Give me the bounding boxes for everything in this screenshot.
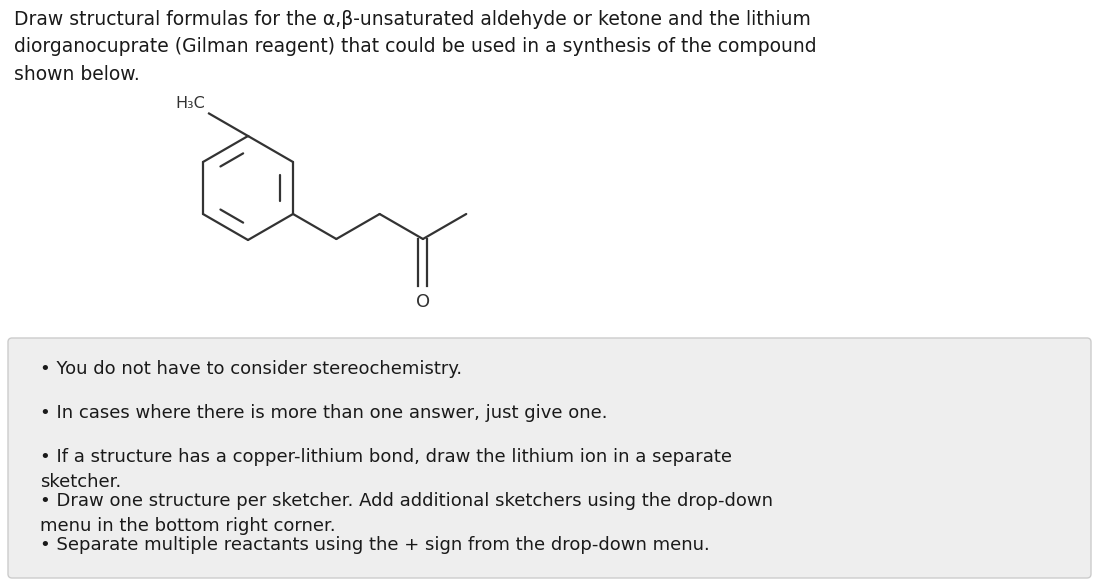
FancyBboxPatch shape: [8, 338, 1091, 578]
Text: • In cases where there is more than one answer, just give one.: • In cases where there is more than one …: [40, 404, 608, 422]
Text: • If a structure has a copper-lithium bond, draw the lithium ion in a separate
s: • If a structure has a copper-lithium bo…: [40, 448, 732, 491]
Text: • Separate multiple reactants using the + sign from the drop-down menu.: • Separate multiple reactants using the …: [40, 536, 710, 554]
Text: O: O: [415, 293, 430, 311]
Text: H₃C: H₃C: [175, 97, 206, 112]
Text: Draw structural formulas for the α,β-unsaturated aldehyde or ketone and the lith: Draw structural formulas for the α,β-uns…: [14, 10, 817, 84]
Text: • You do not have to consider stereochemistry.: • You do not have to consider stereochem…: [40, 360, 462, 378]
Text: • Draw one structure per sketcher. Add additional sketchers using the drop-down
: • Draw one structure per sketcher. Add a…: [40, 492, 773, 535]
